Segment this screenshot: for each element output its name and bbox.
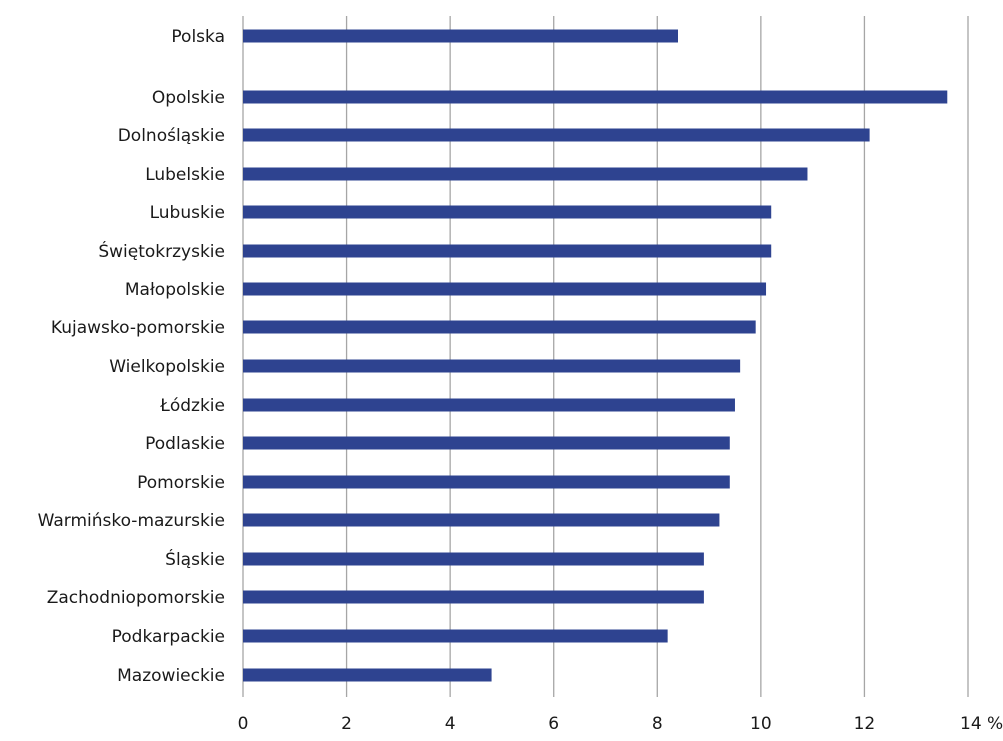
category-label: Dolnośląskie	[118, 126, 225, 146]
x-tick-label: 4	[445, 714, 456, 734]
category-label: Podlaskie	[145, 434, 225, 454]
bar-0	[243, 29, 678, 43]
x-tick-label: 0	[238, 714, 249, 734]
x-axis-ticks: 0 2 4 6 8 10 12 14 %	[238, 714, 1003, 734]
category-label: Kujawsko-pomorskie	[51, 318, 225, 338]
category-label: Łódzkie	[159, 396, 225, 416]
category-label: Pomorskie	[137, 473, 225, 493]
bar-16	[243, 668, 492, 682]
bar-11	[243, 475, 730, 489]
category-label: Opolskie	[152, 88, 225, 108]
x-tick-label: 10	[750, 714, 772, 734]
category-label: Zachodniopomorskie	[47, 588, 225, 608]
category-label: Wielkopolskie	[109, 357, 225, 377]
bar-2	[243, 128, 870, 142]
category-label: Lubuskie	[150, 203, 225, 223]
bar-13	[243, 552, 704, 566]
bar-5	[243, 244, 772, 258]
bar-12	[243, 513, 720, 527]
bar-9	[243, 398, 735, 412]
category-label: Polska	[171, 27, 225, 47]
bar-1	[243, 90, 948, 104]
bar-8	[243, 359, 741, 373]
category-label: Warmińsko-mazurskie	[38, 511, 225, 531]
bar-7	[243, 320, 756, 334]
category-label: Małopolskie	[125, 280, 225, 300]
bar-10	[243, 436, 730, 450]
category-label: Podkarpackie	[112, 627, 225, 647]
bar-4	[243, 205, 772, 219]
x-tick-label: 14 %	[960, 714, 1003, 734]
category-label: Świętokrzyskie	[98, 240, 225, 262]
bar-layer	[243, 29, 948, 682]
bar-15	[243, 629, 668, 643]
x-tick-label: 6	[548, 714, 559, 734]
bar-3	[243, 167, 808, 181]
x-tick-label: 12	[854, 714, 876, 734]
category-labels: Polska Opolskie Dolnośląskie Lubelskie Lubus…	[38, 27, 225, 686]
bar-14	[243, 590, 704, 604]
x-tick-label: 8	[652, 714, 663, 734]
x-tick-label: 2	[341, 714, 352, 734]
category-label: Śląskie	[165, 548, 225, 570]
category-label: Mazowieckie	[117, 666, 225, 686]
category-label: Lubelskie	[145, 165, 225, 185]
bar-6	[243, 282, 767, 296]
